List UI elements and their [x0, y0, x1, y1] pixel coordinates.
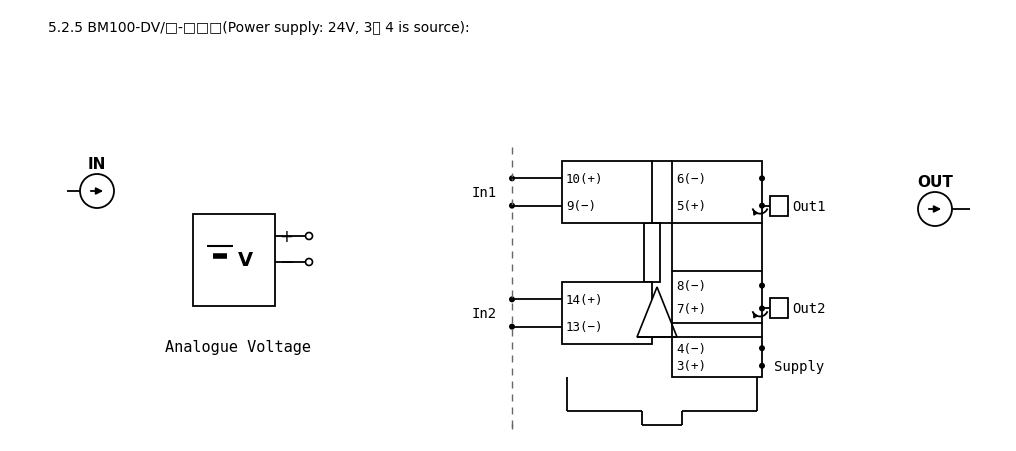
Bar [644, 224, 660, 282]
Circle shape [759, 363, 765, 369]
Text: 10(+): 10(+) [566, 172, 604, 185]
Text: In2: In2 [472, 306, 497, 320]
Text: 9(−): 9(−) [566, 200, 596, 213]
Text: 5.2.5 BM100-DV/□-□□□(Power supply: 24V, 3、 4 is source):: 5.2.5 BM100-DV/□-□□□(Power supply: 24V, … [48, 21, 469, 35]
Circle shape [759, 283, 765, 289]
Text: OUT: OUT [917, 175, 953, 190]
Text: −: − [279, 253, 294, 272]
Bar [672, 337, 762, 377]
Circle shape [759, 345, 765, 351]
Circle shape [509, 324, 515, 330]
Circle shape [509, 297, 515, 303]
Text: +: + [279, 227, 293, 245]
Text: 13(−): 13(−) [566, 320, 604, 333]
Text: In1: In1 [472, 186, 497, 199]
Text: Analogue Voltage: Analogue Voltage [165, 340, 311, 355]
Circle shape [759, 203, 765, 209]
Text: Out2: Out2 [792, 302, 825, 316]
Circle shape [509, 203, 515, 209]
Text: 14(+): 14(+) [566, 293, 604, 306]
Text: 5(+): 5(+) [676, 200, 706, 213]
Circle shape [306, 259, 313, 266]
Circle shape [509, 176, 515, 182]
Circle shape [80, 175, 114, 208]
Text: 8(−): 8(−) [676, 280, 706, 292]
Text: 6(−): 6(−) [676, 172, 706, 185]
Circle shape [759, 306, 765, 312]
Bar [672, 272, 762, 323]
Bar [770, 196, 788, 216]
Circle shape [918, 193, 952, 226]
Bar [193, 215, 275, 306]
Bar [770, 299, 788, 319]
Text: Out1: Out1 [792, 199, 825, 213]
Bar [672, 161, 762, 224]
Circle shape [759, 176, 765, 182]
Polygon shape [637, 287, 677, 337]
Text: 7(+): 7(+) [676, 302, 706, 315]
Bar [562, 282, 652, 344]
Bar [562, 161, 652, 224]
Circle shape [306, 233, 313, 240]
Text: 3(+): 3(+) [676, 359, 706, 373]
Text: IN: IN [87, 157, 107, 172]
Text: Supply: Supply [774, 359, 824, 373]
Text: V: V [238, 251, 253, 270]
Text: 4(−): 4(−) [676, 342, 706, 355]
